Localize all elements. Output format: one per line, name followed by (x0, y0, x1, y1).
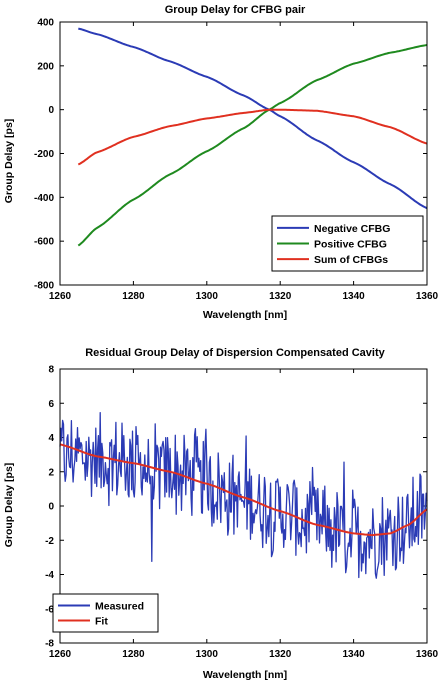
y-tick-label: -600 (34, 237, 54, 248)
chart-group-delay: Group Delay for CFBG pair Wavelength [nm… (3, 4, 439, 321)
x-axis-label: Wavelength [nm] (203, 669, 287, 681)
y-tick-label: -6 (45, 604, 54, 615)
y-tick-label: 8 (48, 365, 54, 376)
y-axis-label: Group Delay [ps] (3, 119, 15, 204)
x-tick-label: 1320 (269, 649, 292, 660)
chart-residual-group-delay: Residual Group Delay of Dispersion Compe… (3, 347, 439, 681)
legend-label-positive: Positive CFBG (314, 239, 387, 251)
chart-title: Group Delay for CFBG pair (165, 4, 306, 16)
x-tick-label: 1280 (122, 291, 145, 302)
y-axis-label: Group Delay [ps] (3, 463, 15, 548)
y-tick-label: -200 (34, 149, 54, 160)
plot-frame (59, 21, 428, 286)
y-tick-label: 400 (37, 18, 54, 29)
chart-title: Residual Group Delay of Dispersion Compe… (85, 347, 385, 359)
x-tick-label: 1360 (416, 649, 439, 660)
series-line-sum-of-cfbgs (77, 108, 428, 166)
y-tick-label: 200 (37, 61, 54, 72)
tick-group: 1260 1280 1300 1320 1340 1360 -8 -6 -4 -2 0 2 4 6 8 (45, 365, 438, 661)
series-line-fit (59, 443, 428, 537)
y-tick-label: -2 (45, 536, 54, 547)
y-tick-label: -800 (34, 281, 54, 292)
series-lines (77, 27, 428, 247)
x-tick-label: 1300 (196, 291, 219, 302)
y-tick-label: -4 (45, 570, 54, 581)
legend-label-fit: Fit (95, 616, 108, 628)
y-tick-label: 2 (48, 467, 54, 478)
x-tick-label: 1260 (49, 649, 72, 660)
legend: Measured Fit (52, 593, 159, 633)
x-tick-label: 1340 (342, 291, 365, 302)
y-tick-label: 4 (48, 433, 54, 444)
series-lines (59, 411, 428, 579)
y-tick-label: -8 (45, 639, 54, 650)
series-line-positive-cfbg (77, 44, 428, 247)
y-tick-label: 0 (48, 502, 54, 513)
x-tick-label: 1280 (122, 649, 145, 660)
legend-label-negative: Negative CFBG (314, 223, 390, 235)
legend: Negative CFBG Positive CFBG Sum of CFBGs (271, 215, 424, 272)
legend-label-measured: Measured (95, 601, 144, 613)
y-tick-label: 6 (48, 399, 54, 410)
x-tick-label: 1320 (269, 291, 292, 302)
x-tick-label: 1360 (416, 291, 439, 302)
y-tick-label: -400 (34, 193, 54, 204)
y-tick-label: 0 (48, 105, 54, 116)
x-tick-label: 1300 (196, 649, 219, 660)
plot-frame (59, 368, 428, 644)
x-tick-label: 1340 (342, 649, 365, 660)
x-tick-label: 1260 (49, 291, 72, 302)
legend-box (52, 593, 159, 633)
legend-label-sum: Sum of CFBGs (314, 254, 388, 266)
series-line-negative-cfbg (78, 27, 428, 210)
x-axis-label: Wavelength [nm] (203, 309, 287, 321)
series-line-measured (59, 411, 428, 579)
